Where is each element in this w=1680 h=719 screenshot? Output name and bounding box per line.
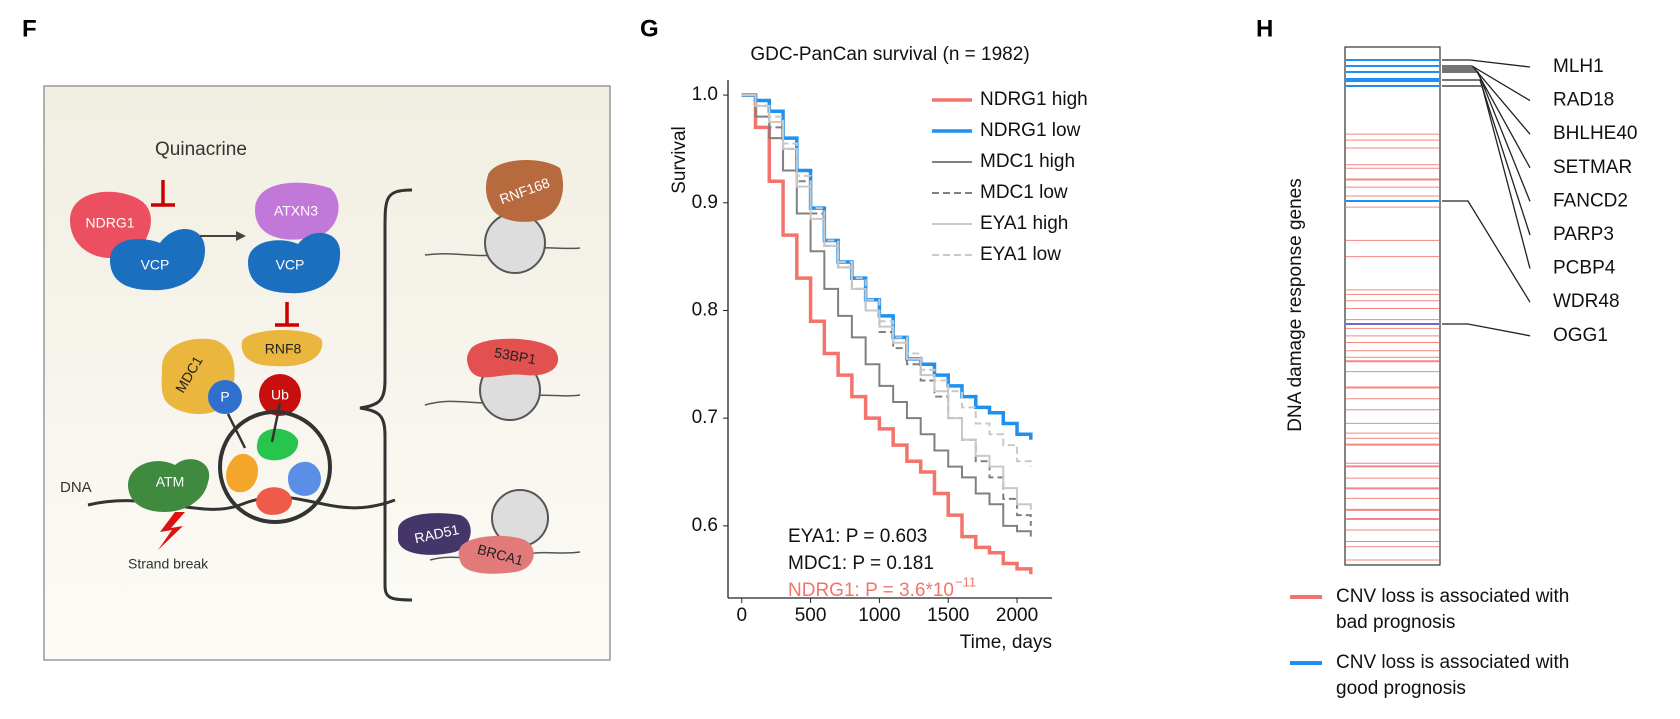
x-axis-label: Time, days [960,632,1052,653]
panel-label: H [1256,15,1273,42]
survival-curve [741,93,1033,440]
survival-curve [741,94,1032,510]
survival-curve [741,94,1032,467]
annotation: NDRG1: P = 3.6*10 [788,580,954,601]
protein [485,159,564,222]
protein [128,459,210,512]
leader-line [1442,200,1531,303]
gene-label: SETMAR [1553,157,1632,178]
legend-label: EYA1 low [980,244,1061,265]
leader-line [1442,65,1531,102]
arrow-head [236,231,246,241]
leader-line [1442,67,1531,135]
panel-label: F [22,15,37,42]
histone [287,461,321,496]
histone [256,428,299,461]
protein-label: VCP [276,257,305,273]
legend-label: CNV loss is associated with [1336,652,1569,673]
x-tick-label: 0 [736,605,747,626]
gene-label: PCBP4 [1553,258,1616,279]
break-label: Strand break [128,556,209,572]
gene-label: PARP3 [1553,224,1614,245]
leader-line [1442,59,1531,68]
inhibition [275,302,299,327]
gene-label: RAD18 [1553,90,1614,111]
phospho [208,380,242,414]
gene-label: BHLHE40 [1553,123,1638,144]
nucleosome [218,410,332,524]
strand-break [158,512,185,550]
inhibition [151,180,175,207]
histone [226,453,258,493]
protein [110,229,205,291]
annotation: EYA1: P = 0.603 [788,526,927,547]
protein [458,535,534,574]
protein-label: 53BP1 [493,344,537,367]
legend-label: MDC1 low [980,182,1068,203]
survival-chart: GDC-PanCan survival (n = 1982) 0.6 0.7 0.8 0… [669,44,1088,653]
link [270,402,282,443]
protein [467,338,559,378]
y-axis-label: DNA damage response genes [1285,178,1306,432]
y-tick-label: 0.9 [692,192,718,213]
diagram: Quinacrine NDRG1 VCP ATXN3 VCP RNF8 MDC1… [43,85,611,661]
gene-panel: DNA damage response genes MLH1 RAD18 BHLHE4… [1285,46,1638,699]
legend-label: NDRG1 low [980,120,1081,141]
dna-label: DNA [60,479,92,496]
link [226,413,247,449]
protein-label: P [220,389,229,405]
y-tick-label: 0.6 [692,515,718,536]
protein [398,513,471,555]
protein-label: ATM [156,474,185,490]
protein [248,232,341,294]
legend-label: bad prognosis [1336,612,1455,633]
legend-label: EYA1 high [980,213,1068,234]
chart-title: GDC-PanCan survival (n = 1982) [750,44,1029,65]
protein-label: NDRG1 [85,215,134,231]
legend-label: NDRG1 high [980,89,1088,110]
legend-label: MDC1 high [980,151,1075,172]
legend-label: CNV loss is associated with [1336,586,1569,607]
x-tick-label: 500 [795,605,827,626]
nucleosome [484,212,546,274]
leader-line [1442,71,1531,202]
annotation: MDC1: P = 0.181 [788,553,934,574]
protein [255,182,339,240]
panel-label: G [640,15,659,42]
y-tick-label: 1.0 [692,84,718,105]
x-tick-label: 2000 [996,605,1038,626]
legend-label: good prognosis [1336,678,1466,699]
gene-label: MLH1 [1553,56,1604,77]
ubiquitin [259,374,301,416]
bracket [359,188,413,602]
protein-label: Ub [271,387,289,403]
gene-label: WDR48 [1553,291,1620,312]
histone [256,487,292,515]
gene-strip [1344,46,1441,566]
gene-label: FANCD2 [1553,190,1628,211]
y-tick-label: 0.8 [692,299,718,320]
annotation-superscript: −11 [955,574,976,589]
protein-label: RNF8 [265,341,302,357]
leader-line [1442,85,1531,269]
leader-line [1442,79,1531,236]
leader-line [1442,323,1531,337]
protein-label: VCP [141,257,170,273]
survival-curve [741,93,1033,575]
protein [241,330,323,367]
protein-label: ATXN3 [274,203,318,219]
x-tick-label: 1000 [858,605,900,626]
x-tick-label: 1500 [927,605,969,626]
drug-label: Quinacrine [155,139,247,160]
y-tick-label: 0.7 [692,407,718,428]
gene-label: OGG1 [1553,325,1608,346]
y-axis-label: Survival [669,126,690,194]
leader-line [1442,69,1531,169]
